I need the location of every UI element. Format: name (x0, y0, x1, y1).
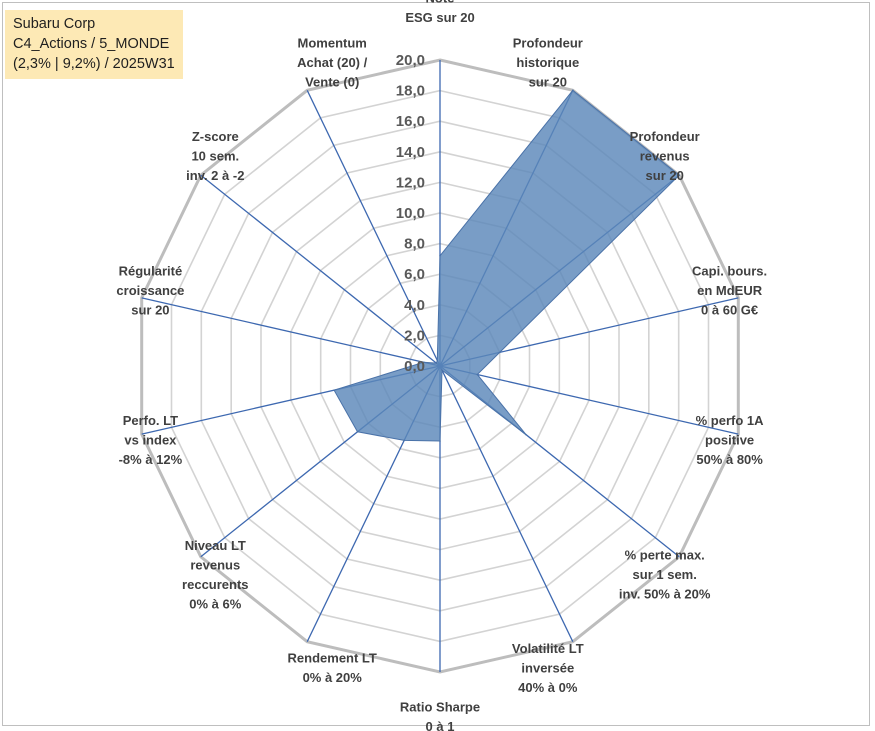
axis-spoke (306, 90, 441, 367)
info-category: C4_Actions / 5_MONDE (13, 36, 170, 52)
tick-label: 4,0 (404, 297, 425, 314)
data-point (498, 351, 501, 354)
axis-label: Volatilité LT inversée 40% à 0% (512, 641, 584, 695)
axis-label: Rendement LT 0% à 20% (288, 651, 377, 686)
axis-label: Niveau LT revenus reccurents 0% à 6% (182, 538, 248, 612)
axis-label: % perfo 1A positive 50% à 80% (696, 413, 765, 467)
radar-series (333, 89, 680, 442)
axis-label: Profondeur revenus sur 20 (630, 129, 700, 183)
tick-label: 16,0 (396, 113, 425, 130)
axis-label: Profondeur historique sur 20 (513, 36, 583, 90)
data-point (333, 389, 335, 392)
axis-label: NoteESG sur 20 (405, 0, 474, 25)
tick-label: 2,0 (404, 327, 425, 344)
axis-label: Ratio Sharpe 0 à 1 (400, 700, 480, 731)
info-company: Subaru Corp (13, 16, 96, 32)
radar-tick-labels: 0,0 2,0 4,0 6,0 8,0 10,0 12,0 14,0 16,0 18,0 20,0 (396, 52, 425, 375)
tick-label: 10,0 (396, 205, 425, 222)
data-point (678, 174, 680, 176)
tick-label: 12,0 (396, 174, 425, 191)
data-point (439, 255, 441, 257)
data-point (441, 369, 443, 371)
data-point (422, 361, 425, 364)
info-box: Subaru Corp C4_Actions / 5_MONDE (2,3% |… (5, 10, 183, 79)
data-point (435, 362, 438, 364)
data-point (525, 433, 527, 436)
info-period: (2,3% | 9,2%) / 2025W31 (13, 56, 175, 72)
data-point (356, 431, 359, 433)
tick-label: 6,0 (404, 266, 425, 283)
axis-spoke (439, 365, 574, 642)
tick-label: 8,0 (404, 236, 425, 253)
data-point (476, 373, 479, 376)
axis-label: Momentum Achat (20) / Vente (0) (297, 36, 367, 90)
axis-label: Z-score 10 sem. inv. 2 à -2 (186, 129, 244, 183)
tick-label: 14,0 (396, 144, 425, 161)
data-point (436, 359, 439, 362)
axis-spoke (200, 174, 441, 367)
data-point (572, 89, 574, 92)
tick-label: 20,0 (396, 52, 425, 69)
data-point (403, 439, 406, 442)
tick-label: 0,0 (404, 358, 425, 375)
axis-label: % perte max. sur 1 sem. inv. 50% à 20% (619, 548, 711, 602)
axis-label: Capi. bours. en MdEUR 0 à 60 G€ (692, 264, 767, 318)
tick-label: 18,0 (396, 83, 425, 100)
data-area (333, 89, 680, 442)
axis-spoke (439, 365, 739, 435)
axis-label: Perfo. LT vs index -8% à 12% (119, 413, 183, 467)
axis-label: Régularité croissance sur 20 (116, 264, 184, 318)
axis-spoke (141, 297, 441, 367)
data-point (439, 440, 441, 442)
